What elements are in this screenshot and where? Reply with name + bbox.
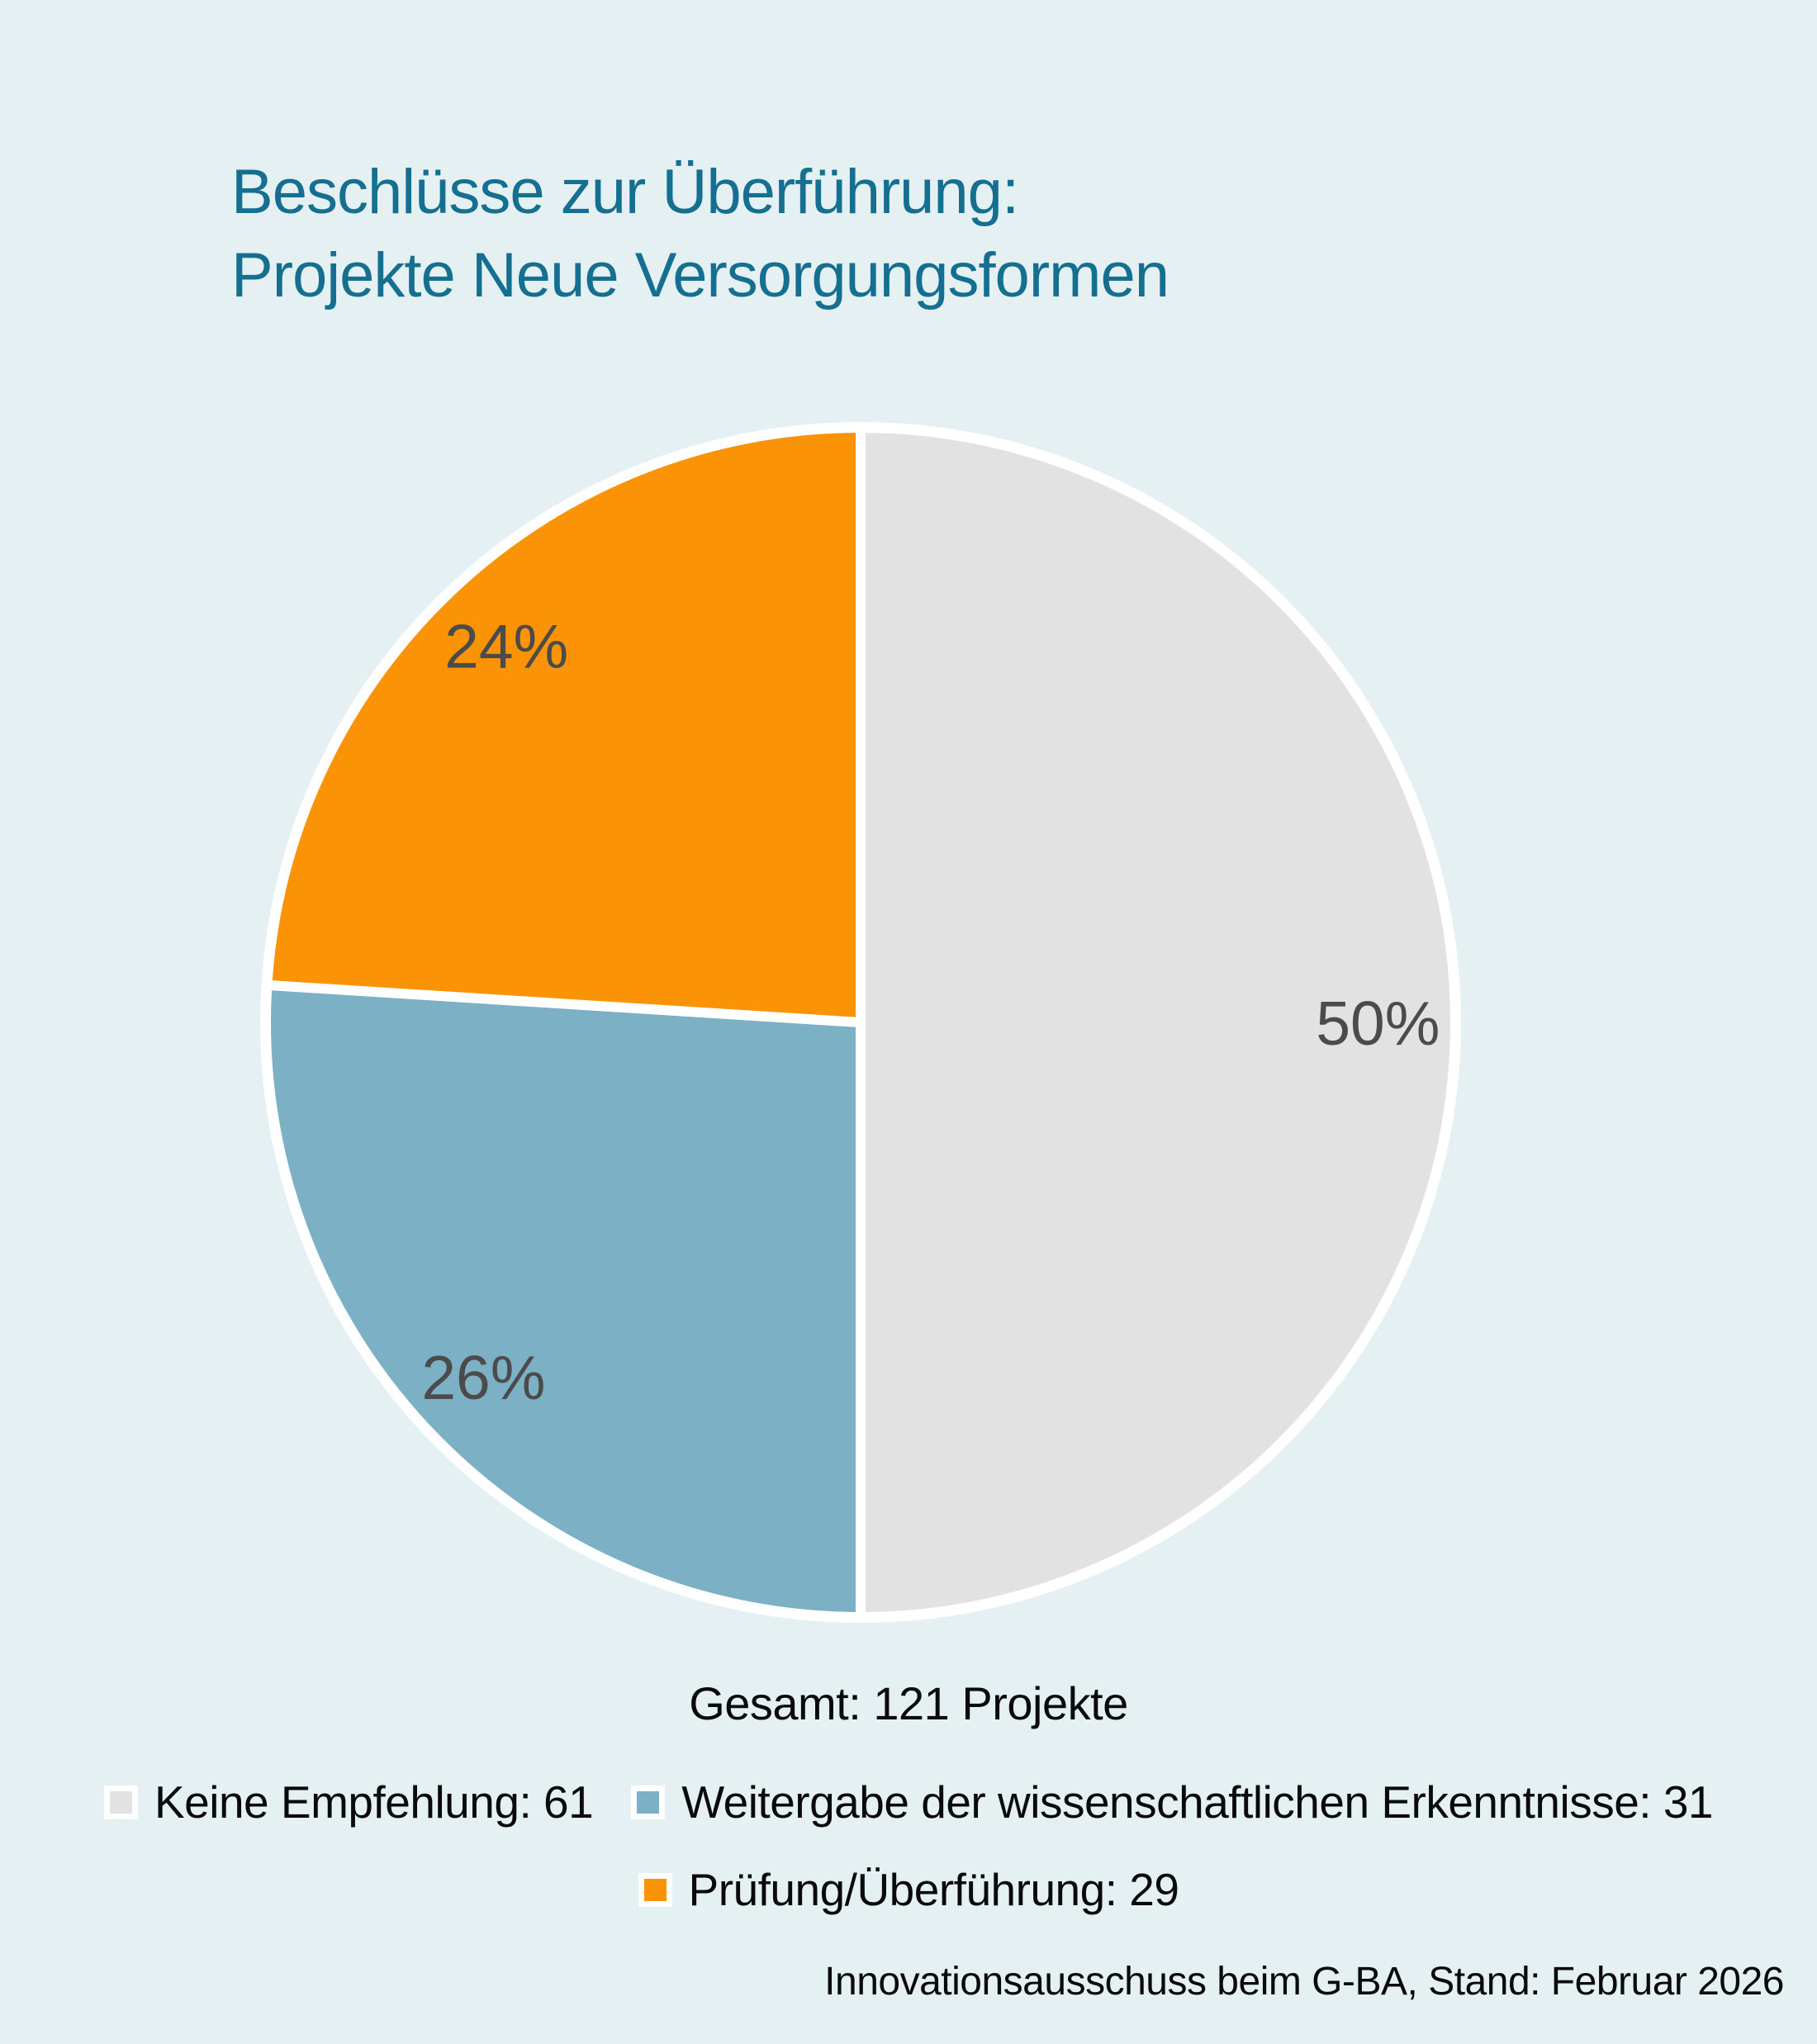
legend-swatch-2 — [638, 1872, 672, 1907]
chart-title: Beschlüsse zur Überführung: Projekte Neu… — [231, 150, 1169, 317]
legend-item-0: Keine Empfehlung: 61 — [103, 1776, 594, 1828]
legend-item-1: Weitergabe der wissenschaftlichen Erkenn… — [631, 1776, 1714, 1828]
legend-item-2: Prüfung/Überführung: 29 — [638, 1863, 1179, 1916]
pie-slice-0 — [856, 423, 1460, 1622]
legend-swatch-1 — [631, 1785, 666, 1819]
chart-title-line2: Projekte Neue Versorgungsformen — [231, 240, 1169, 311]
slice-label-2: 24% — [444, 611, 568, 681]
source-note: Innovationsausschuss beim G-BA, Stand: F… — [824, 1960, 1784, 2004]
legend: Keine Empfehlung: 61 Weitergabe der wisse… — [41, 1776, 1776, 1916]
slice-label-0: 50% — [1316, 989, 1440, 1058]
total-label: Gesamt: 121 Projekte — [689, 1677, 1128, 1729]
pie-slice-1 — [260, 979, 866, 1622]
legend-label-0: Keine Empfehlung: 61 — [154, 1776, 594, 1828]
legend-label-2: Prüfung/Überführung: 29 — [688, 1864, 1179, 1915]
pie-slice-2 — [262, 423, 866, 1027]
legend-label-1: Weitergabe der wissenschaftlichen Erkenn… — [681, 1776, 1714, 1828]
legend-swatch-0 — [103, 1785, 138, 1819]
chart-title-line1: Beschlüsse zur Überführung: — [231, 157, 1019, 227]
slice-label-1: 26% — [421, 1343, 545, 1412]
